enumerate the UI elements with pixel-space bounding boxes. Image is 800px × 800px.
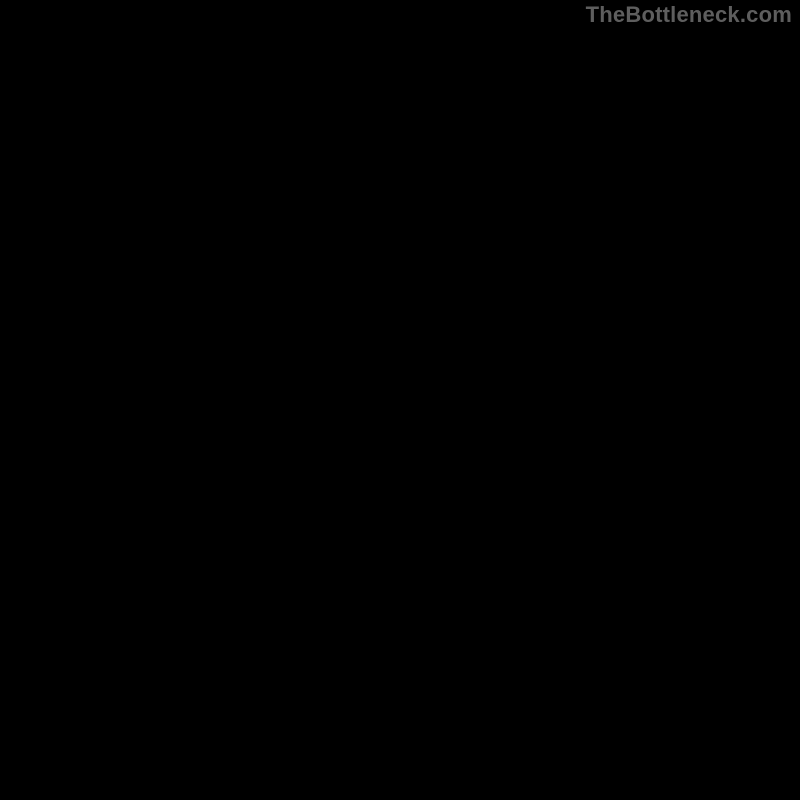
outer-frame <box>0 0 800 800</box>
watermark-text: TheBottleneck.com <box>586 2 792 28</box>
